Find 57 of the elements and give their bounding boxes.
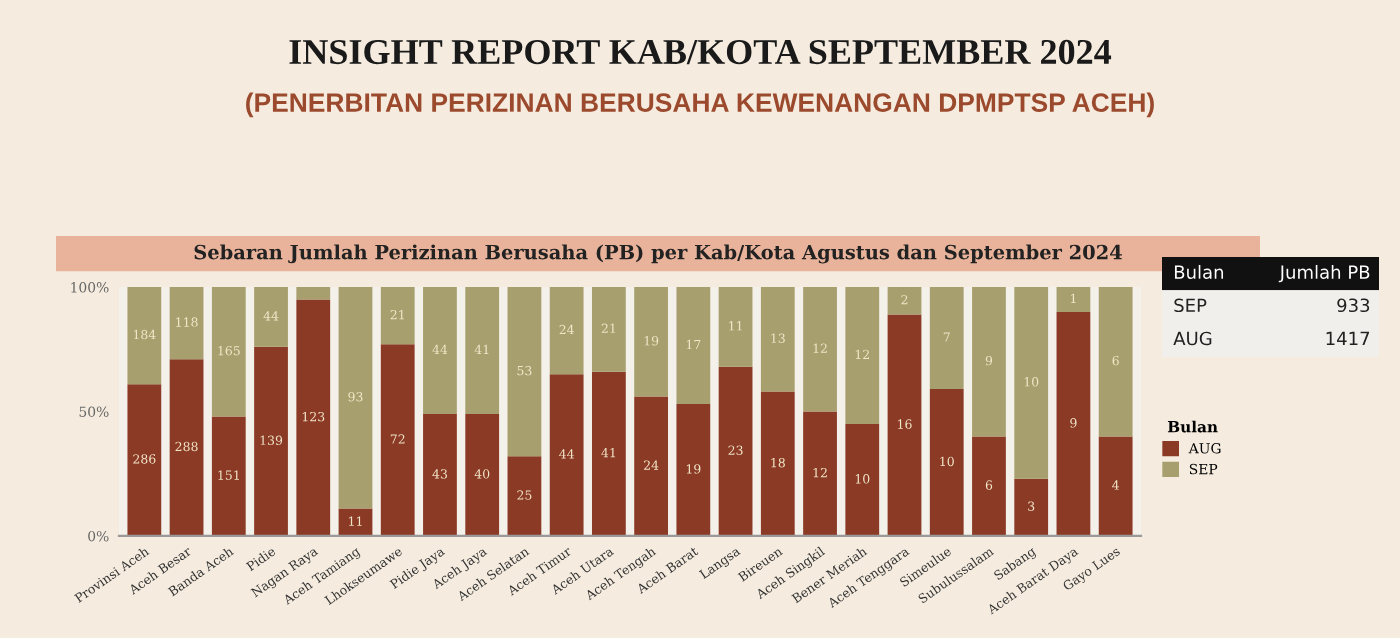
- bar: [169, 359, 204, 536]
- bar: [972, 287, 1006, 437]
- bar: [127, 287, 162, 385]
- chart-subtitle: (PENERBITAN PERIZINAN BERUSAHA KEWENANGAN DPMPTSP ACEH): [246, 92, 1154, 118]
- bar: [338, 508, 373, 536]
- bar: [676, 404, 711, 536]
- bar: [254, 346, 288, 536]
- bar: [465, 414, 500, 536]
- bar: [591, 287, 626, 372]
- bar: [591, 371, 626, 536]
- bar: [507, 287, 542, 457]
- text: 1417: [1326, 331, 1370, 346]
- bar: [1098, 436, 1133, 536]
- text: 933: [1337, 298, 1370, 313]
- bar: [296, 299, 331, 536]
- bar: [423, 287, 457, 414]
- text: SEP: [1174, 298, 1207, 313]
- bar: [887, 287, 922, 315]
- bar: [549, 374, 584, 536]
- bar: [380, 287, 415, 345]
- bar: [676, 287, 711, 405]
- bar: [929, 389, 964, 536]
- bar: [211, 287, 246, 417]
- text: Sebaran Jumlah Perizinan Berusaha (PB) per Kab/Kota Agustus dan September 2024: [194, 244, 1122, 264]
- bar: [1014, 478, 1049, 536]
- bar: [634, 396, 669, 536]
- bar: [887, 314, 922, 536]
- bar: [718, 287, 753, 367]
- bar: [507, 456, 542, 536]
- text: AUG: [1173, 331, 1212, 346]
- bar: [634, 287, 669, 397]
- bar: [549, 287, 584, 375]
- bar: [718, 366, 753, 536]
- bar: [972, 436, 1006, 536]
- bar: [380, 344, 415, 536]
- bar: [254, 287, 288, 347]
- bar: [127, 384, 162, 536]
- bar: [296, 287, 331, 300]
- bar: [845, 423, 880, 536]
- bar: [211, 416, 246, 536]
- bar: [338, 287, 373, 509]
- bar: [760, 391, 795, 536]
- bar: [1014, 287, 1049, 479]
- bar: [169, 287, 204, 360]
- bar: [760, 287, 795, 392]
- bar: [803, 287, 837, 412]
- bar: [845, 287, 880, 424]
- text: Bulan: [1174, 264, 1224, 279]
- chart-title: INSIGHT REPORT KAB/KOTA SEPTEMBER 2024: [289, 39, 1112, 65]
- bar: [803, 411, 837, 536]
- bar: [1056, 311, 1091, 536]
- bar: [423, 414, 457, 536]
- bar: [1098, 287, 1133, 437]
- text: Jumlah PB: [1278, 264, 1370, 283]
- bar: [929, 287, 964, 390]
- bar: [465, 287, 500, 414]
- bar: [1056, 287, 1091, 312]
